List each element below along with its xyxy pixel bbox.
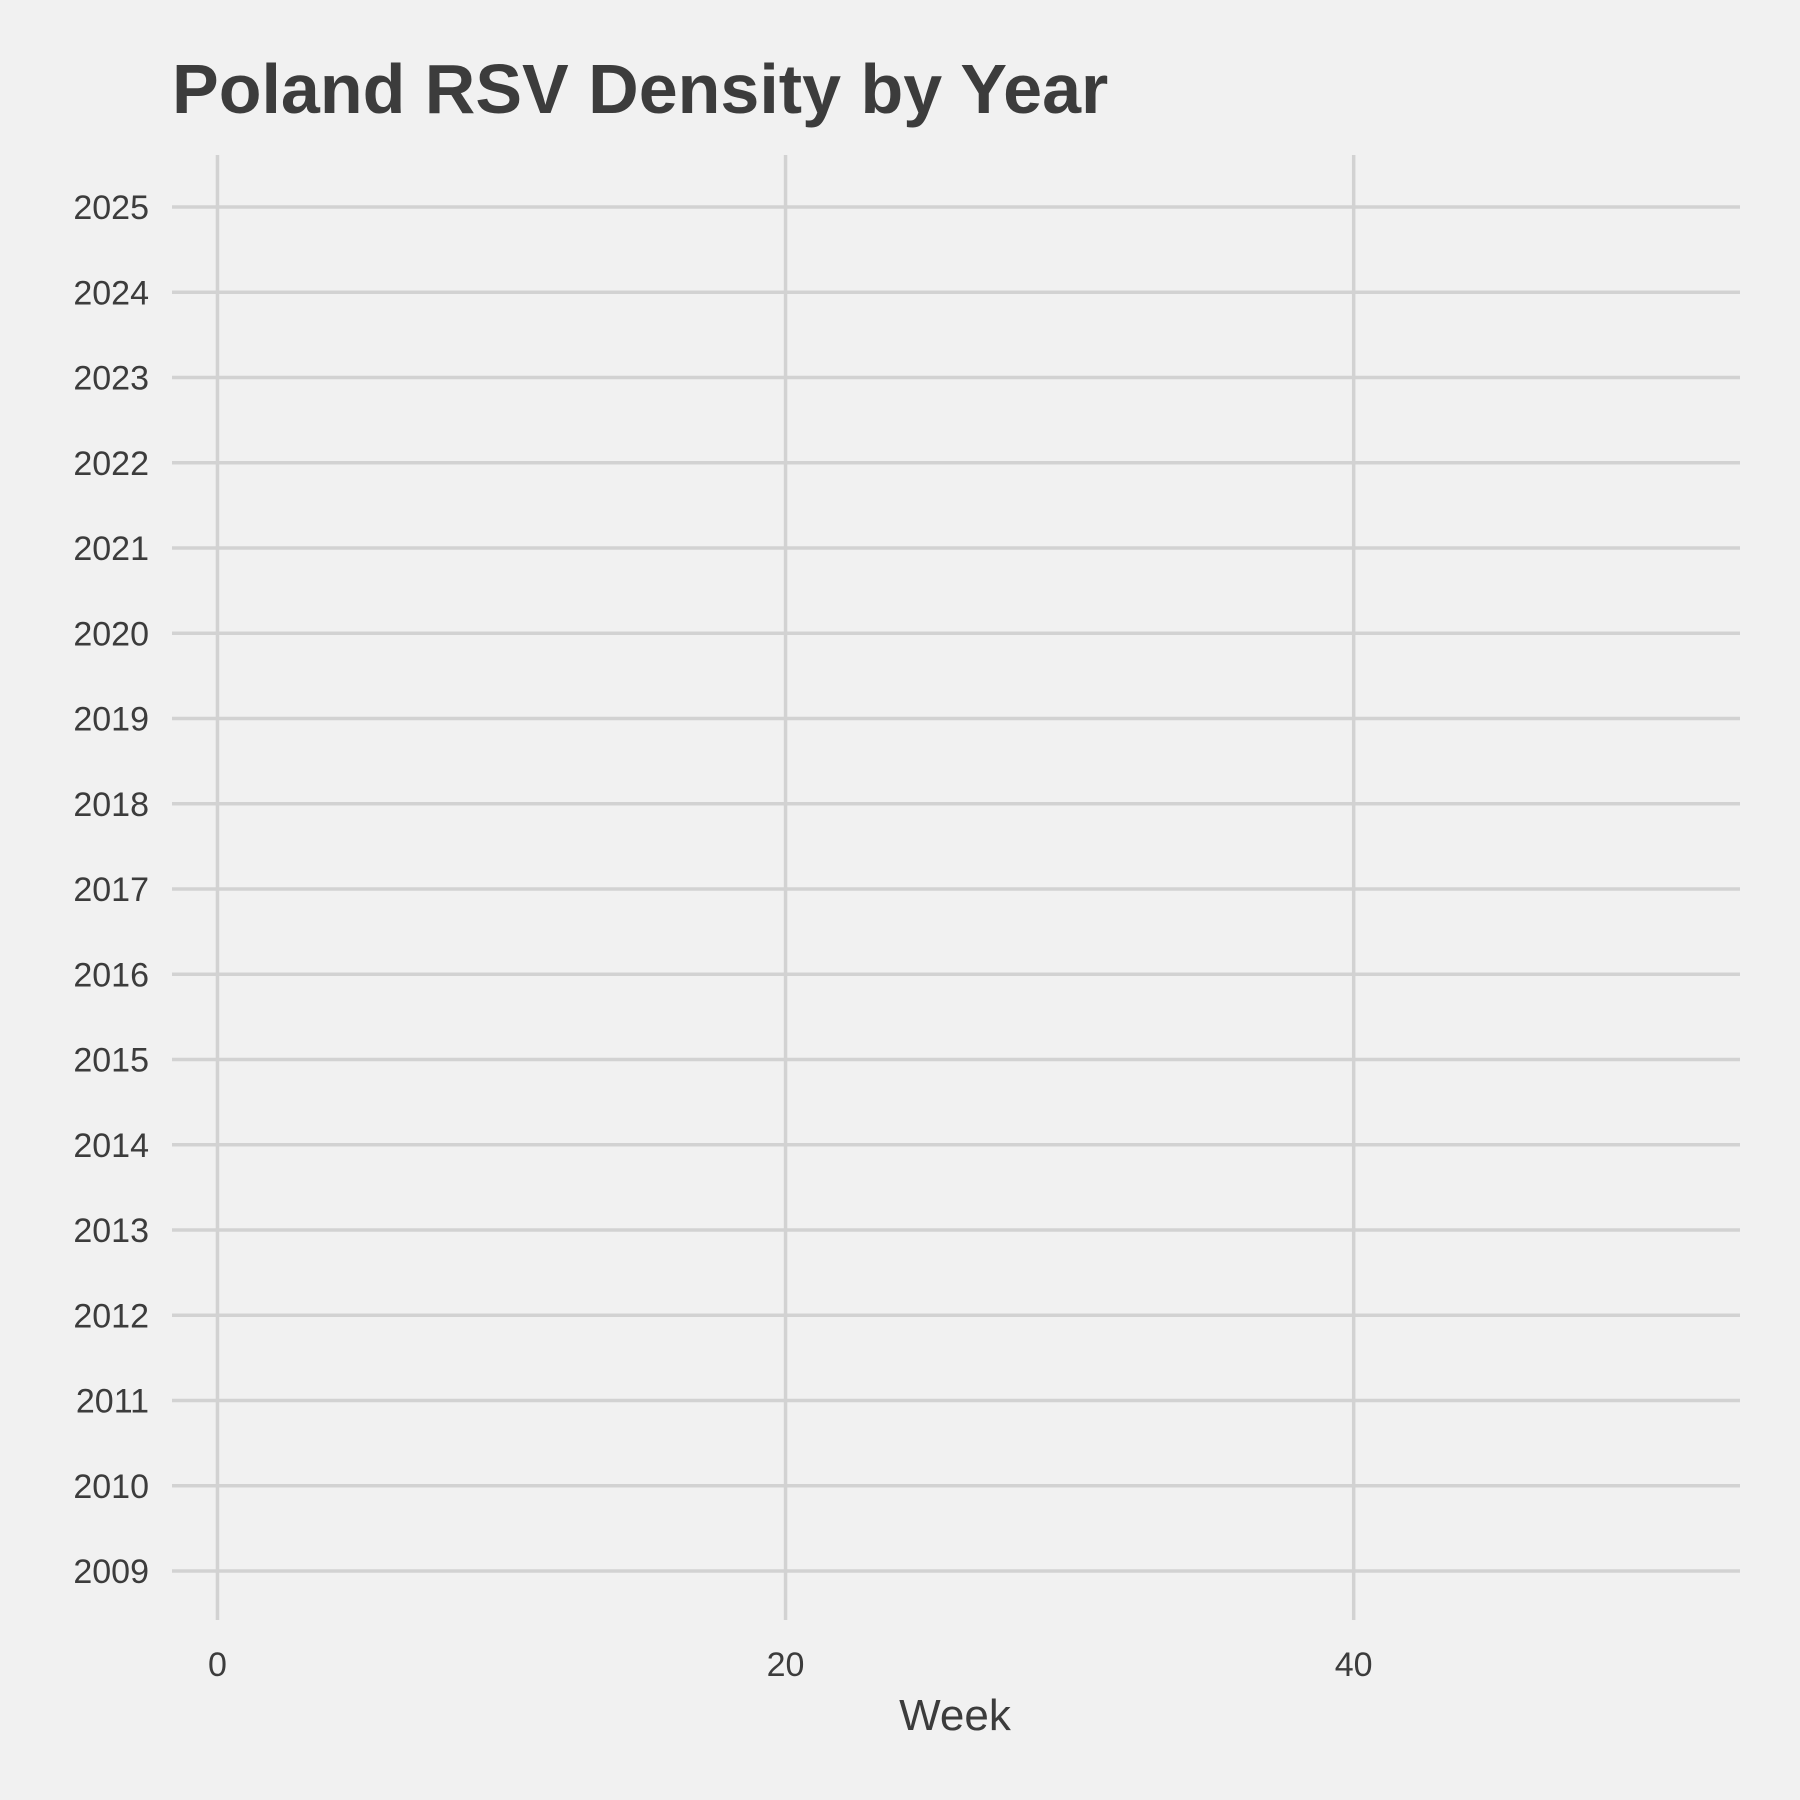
y-tick-label: 2017: [73, 871, 149, 909]
y-tick-label: 2010: [73, 1468, 149, 1506]
x-tick-label: 20: [767, 1646, 805, 1684]
x-tick-label: 0: [208, 1646, 227, 1684]
y-tick-label: 2025: [73, 189, 149, 227]
chart-title: Poland RSV Density by Year: [172, 50, 1108, 128]
y-tick-label: 2022: [73, 445, 149, 483]
y-tick-label: 2015: [73, 1042, 149, 1080]
y-tick-label: 2018: [73, 786, 149, 824]
grid-layer: [172, 155, 1740, 1620]
y-tick-label: 2019: [73, 701, 149, 739]
x-tick-label: 40: [1335, 1646, 1373, 1684]
y-tick-label: 2023: [73, 360, 149, 398]
x-axis-label: Week: [899, 1691, 1012, 1740]
y-tick-label: 2012: [73, 1297, 149, 1335]
y-tick-label: 2016: [73, 956, 149, 994]
y-tick-label: 2011: [76, 1383, 149, 1421]
y-tick-label: 2014: [73, 1127, 149, 1165]
y-tick-label: 2020: [73, 615, 149, 653]
y-tick-label: 2009: [73, 1553, 149, 1591]
tick-labels: 0 20 40 2009 2010 2011 2012 2013 2014 2015 2016 201…: [73, 189, 1372, 1684]
y-tick-label: 2013: [73, 1212, 149, 1250]
y-tick-label: 2021: [73, 530, 149, 568]
y-tick-label: 2024: [73, 274, 149, 312]
